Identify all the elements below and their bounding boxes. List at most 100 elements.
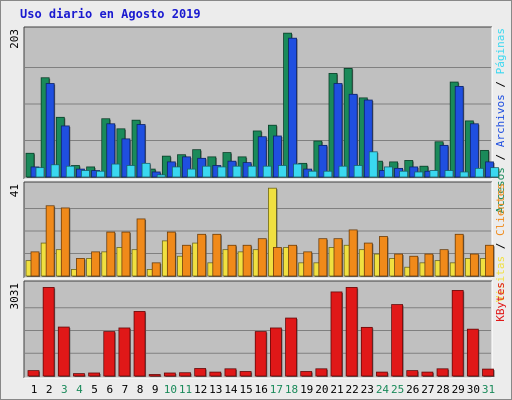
bar-pginas-day-16 — [262, 165, 272, 178]
chart-title: Uso diario en Agosto 2019 — [20, 7, 201, 21]
bar-pginas-day-31 — [490, 167, 499, 178]
bar-clientes-day-5 — [91, 251, 100, 277]
bar-kbytes-day-25 — [391, 304, 404, 377]
day-label: 8 — [137, 383, 144, 396]
bar-pginas-day-21 — [338, 165, 348, 178]
day-label: 27 — [421, 383, 434, 396]
day-axis: 1 2 3 4 5 6 7 8 9 10 11 12 13 14 15 16 17 18 19 20 21 22 23 24 2… — [31, 383, 495, 396]
bar-archivos-day-11 — [182, 156, 191, 178]
legend-bottom: KBytes — [494, 282, 507, 322]
day-label: 15 — [239, 383, 252, 396]
bar-kbytes-day-16 — [254, 331, 267, 377]
bar-clientes-day-22 — [348, 229, 358, 277]
bar-pginas-day-5 — [96, 170, 105, 178]
bar-kbytes-day-5 — [88, 372, 100, 377]
bar-kbytes-day-24 — [376, 371, 388, 377]
scale-label-top: 203 — [8, 29, 21, 49]
bar-clientes-day-31 — [485, 244, 494, 277]
bar-clientes-day-11 — [182, 244, 191, 277]
bar-clientes-day-18 — [288, 244, 297, 277]
bar-kbytes-day-18 — [285, 317, 297, 377]
legend-separator: / — [494, 236, 507, 256]
day-label: 28 — [436, 383, 449, 396]
bar-kbytes-day-4 — [73, 373, 85, 377]
legend-middle: Visitas / Clientes — [494, 183, 507, 302]
day-label: 9 — [152, 383, 159, 396]
bar-clientes-day-1 — [30, 251, 40, 277]
bar-clientes-day-29 — [454, 233, 464, 277]
day-label: 23 — [361, 383, 374, 396]
bar-clientes-day-10 — [166, 231, 176, 277]
bar-visitas-day-17 — [267, 187, 277, 277]
bar-kbytes-day-13 — [209, 371, 222, 377]
bar-pginas-day-22 — [353, 165, 363, 178]
bar-clientes-day-2 — [45, 205, 55, 277]
legend-item-kbytes: KBytes — [494, 282, 507, 322]
bar-kbytes-day-31 — [482, 368, 494, 377]
bar-pginas-day-26 — [414, 171, 424, 178]
bar-clientes-day-9 — [151, 262, 161, 277]
bar-clientes-day-12 — [197, 233, 207, 277]
day-label: 14 — [224, 383, 238, 396]
bar-kbytes-day-12 — [194, 368, 207, 377]
bar-clientes-day-15 — [242, 244, 252, 277]
bar-archivos-day-8 — [136, 124, 146, 178]
bar-pginas-day-20 — [323, 170, 333, 178]
day-label: 26 — [406, 383, 419, 396]
bar-pginas-day-18 — [293, 163, 302, 178]
bar-clientes-day-20 — [318, 238, 328, 277]
bar-kbytes-day-7 — [118, 327, 131, 377]
legend-item-clientes: Clientes — [494, 183, 507, 236]
bar-kbytes-day-23 — [360, 326, 373, 377]
bar-pginas-day-17 — [277, 165, 287, 178]
bar-kbytes-day-9 — [148, 374, 161, 377]
bar-pginas-day-28 — [444, 170, 454, 178]
bar-kbytes-day-28 — [436, 368, 449, 377]
legend-item-accesos: Accesos — [494, 167, 507, 213]
legend-item-pginas: Páginas — [494, 28, 507, 74]
day-label: 20 — [315, 383, 328, 396]
bar-kbytes-day-30 — [466, 328, 479, 377]
bar-kbytes-day-26 — [406, 370, 419, 377]
day-label: 18 — [285, 383, 298, 396]
day-label: 4 — [76, 383, 83, 396]
bar-archivos-day-16 — [257, 136, 267, 178]
day-label: 21 — [330, 383, 343, 396]
bar-clientes-day-27 — [424, 253, 434, 277]
bar-pginas-day-1 — [35, 167, 45, 178]
day-label: 13 — [209, 383, 222, 396]
bar-clientes-day-19 — [303, 251, 313, 277]
bar-pginas-day-24 — [384, 166, 393, 178]
bar-archivos-day-3 — [60, 125, 70, 178]
bar-archivos-day-29 — [454, 85, 464, 178]
day-label: 7 — [122, 383, 129, 396]
day-label: 29 — [452, 383, 465, 396]
day-label: 1 — [31, 383, 38, 396]
day-label: 5 — [91, 383, 98, 396]
bar-pginas-day-29 — [459, 171, 469, 178]
bar-archivos-day-21 — [333, 83, 343, 178]
bar-kbytes-day-10 — [163, 372, 176, 377]
bar-clientes-day-4 — [76, 258, 85, 277]
bar-pginas-day-27 — [429, 170, 439, 178]
panel-top: 203 Accesos / Archivos / Páginas — [8, 26, 507, 213]
day-label: 10 — [164, 383, 177, 396]
bar-kbytes-day-14 — [224, 368, 237, 377]
bar-kbytes-day-21 — [330, 291, 343, 377]
bar-clientes-day-8 — [136, 218, 146, 277]
bar-clientes-day-13 — [212, 233, 222, 277]
scale-label-middle: 41 — [8, 184, 21, 197]
bar-accesos-day-1 — [25, 152, 35, 178]
day-label: 17 — [270, 383, 283, 396]
bar-archivos-day-17 — [272, 135, 282, 178]
day-label: 11 — [179, 383, 192, 396]
bar-pginas-day-3 — [65, 165, 75, 178]
day-label: 12 — [194, 383, 207, 396]
bar-pginas-day-15 — [247, 165, 257, 178]
bar-pginas-day-25 — [399, 170, 409, 178]
bar-clientes-day-30 — [469, 253, 479, 277]
legend-separator: / — [494, 74, 507, 94]
bar-pginas-day-9 — [156, 174, 166, 178]
bar-kbytes-day-20 — [315, 368, 328, 377]
